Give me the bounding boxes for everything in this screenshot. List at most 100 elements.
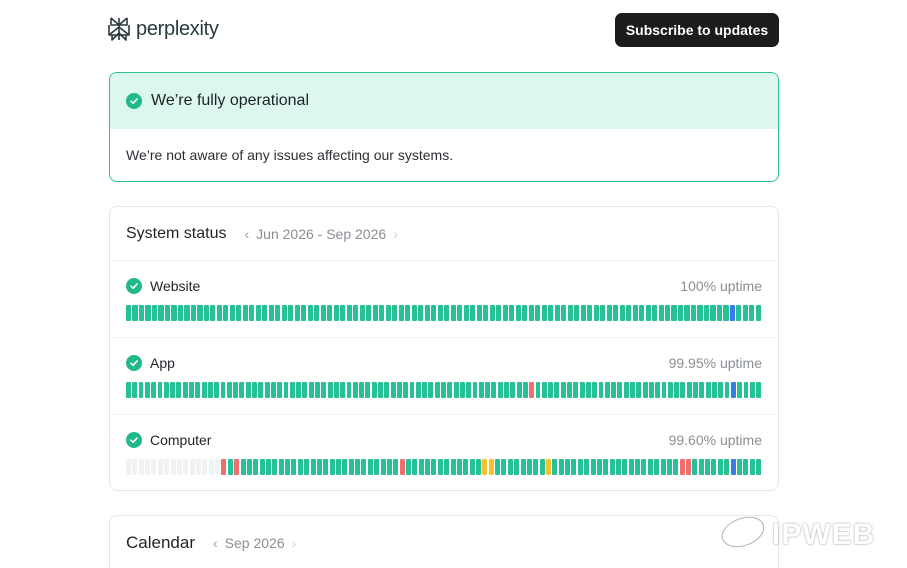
uptime-bar-operational[interactable] [288,305,294,321]
uptime-bar-operational[interactable] [342,459,348,475]
uptime-bar-operational[interactable] [628,459,634,475]
uptime-bar-operational[interactable] [242,305,248,321]
uptime-bar-operational[interactable] [483,305,489,321]
uptime-bar-operational[interactable] [565,459,571,475]
uptime-bar-operational[interactable] [590,459,596,475]
uptime-bar-operational[interactable] [661,382,667,398]
uptime-bar-no-data[interactable] [164,459,170,475]
uptime-bar-operational[interactable] [749,459,755,475]
uptime-bar-operational[interactable] [379,305,385,321]
uptime-bar-operational[interactable] [623,382,629,398]
uptime-bar-operational[interactable] [710,305,716,321]
uptime-bar-operational[interactable] [320,305,326,321]
uptime-bar-operational[interactable] [361,459,367,475]
uptime-bar-operational[interactable] [177,305,184,321]
uptime-bar-operational[interactable] [355,459,361,475]
uptime-bar-operational[interactable] [422,382,428,398]
uptime-bar-operational[interactable] [126,305,132,321]
uptime-bar-operational[interactable] [680,382,686,398]
uptime-bar-operational[interactable] [444,305,450,321]
uptime-bar-operational[interactable] [718,382,724,398]
uptime-bar-operational[interactable] [396,382,402,398]
uptime-bar-operational[interactable] [606,305,612,321]
uptime-bar-operational[interactable] [367,459,373,475]
uptime-bar-operational[interactable] [717,459,723,475]
uptime-bar-operational[interactable] [268,305,274,321]
uptime-bar-operational[interactable] [255,305,261,321]
uptime-bar-operational[interactable] [184,305,190,321]
uptime-bar-operational[interactable] [592,382,598,398]
uptime-bar-operational[interactable] [327,305,333,321]
uptime-bar-operational[interactable] [489,305,495,321]
uptime-bar-operational[interactable] [233,382,238,398]
uptime-bar-operational[interactable] [340,305,346,321]
uptime-bar-operational[interactable] [667,382,673,398]
uptime-bar-operational[interactable] [352,382,358,398]
uptime-bar-operational[interactable] [431,305,437,321]
uptime-bar-operational[interactable] [459,382,465,398]
uptime-bar-operational[interactable] [151,305,158,321]
uptime-bar-operational[interactable] [327,382,333,398]
uptime-bar-operational[interactable] [393,459,399,475]
uptime-bar-operational[interactable] [214,382,220,398]
uptime-bar-operational[interactable] [291,459,297,475]
uptime-bar-operational[interactable] [639,305,645,321]
uptime-bar-operational[interactable] [182,382,188,398]
uptime-bar-operational[interactable] [390,382,396,398]
uptime-bar-operational[interactable] [380,459,386,475]
uptime-bar-operational[interactable] [736,459,742,475]
uptime-bar-operational[interactable] [666,459,672,475]
uptime-bar-operational[interactable] [240,459,246,475]
uptime-bar-degraded[interactable] [488,459,494,475]
uptime-bar-operational[interactable] [378,382,383,398]
uptime-bar-operational[interactable] [447,382,453,398]
uptime-bar-operational[interactable] [466,382,472,398]
uptime-bar-operational[interactable] [716,305,723,321]
uptime-bar-today[interactable] [730,382,736,398]
uptime-bar-operational[interactable] [541,382,547,398]
uptime-bar-operational[interactable] [245,382,251,398]
uptime-bar-operational[interactable] [163,382,169,398]
uptime-bar-operational[interactable] [617,382,623,398]
uptime-bar-operational[interactable] [705,382,711,398]
uptime-bar-operational[interactable] [151,382,157,398]
uptime-bar-operational[interactable] [457,305,463,321]
uptime-bar-operational[interactable] [281,305,287,321]
uptime-bar-operational[interactable] [528,305,534,321]
uptime-bar-operational[interactable] [463,459,469,475]
uptime-bar-operational[interactable] [374,459,380,475]
uptime-bar-operational[interactable] [346,305,352,321]
uptime-bar-operational[interactable] [144,382,150,398]
uptime-bar-operational[interactable] [552,459,558,475]
uptime-bar-operational[interactable] [418,305,424,321]
uptime-bar-no-data[interactable] [170,459,176,475]
uptime-bar-operational[interactable] [705,459,711,475]
uptime-bar-operational[interactable] [189,382,194,398]
uptime-bar-operational[interactable] [509,305,515,321]
uptime-bar-operational[interactable] [329,459,335,475]
uptime-bar-operational[interactable] [412,459,418,475]
uptime-bar-operational[interactable] [176,382,182,398]
uptime-bar-operational[interactable] [596,459,602,475]
uptime-bar-operational[interactable] [723,305,729,321]
uptime-bar-operational[interactable] [548,305,554,321]
uptime-bar-outage[interactable] [399,459,405,475]
uptime-bar-outage[interactable] [221,459,227,475]
uptime-bar-operational[interactable] [619,305,625,321]
uptime-bar-no-data[interactable] [145,459,151,475]
uptime-bar-operational[interactable] [203,305,209,321]
uptime-bar-operational[interactable] [580,305,586,321]
uptime-bar-operational[interactable] [567,305,573,321]
uptime-bar-operational[interactable] [227,459,233,475]
uptime-bar-operational[interactable] [164,305,171,321]
uptime-bar-operational[interactable] [611,382,617,398]
uptime-bar-operational[interactable] [630,382,635,398]
uptime-bar-operational[interactable] [573,382,579,398]
uptime-bar-operational[interactable] [132,305,138,321]
uptime-bar-operational[interactable] [476,305,482,321]
uptime-bar-operational[interactable] [170,382,175,398]
uptime-bar-no-data[interactable] [183,459,189,475]
uptime-bar-outage[interactable] [529,382,535,398]
uptime-bar-operational[interactable] [674,382,680,398]
uptime-bar-operational[interactable] [478,382,484,398]
